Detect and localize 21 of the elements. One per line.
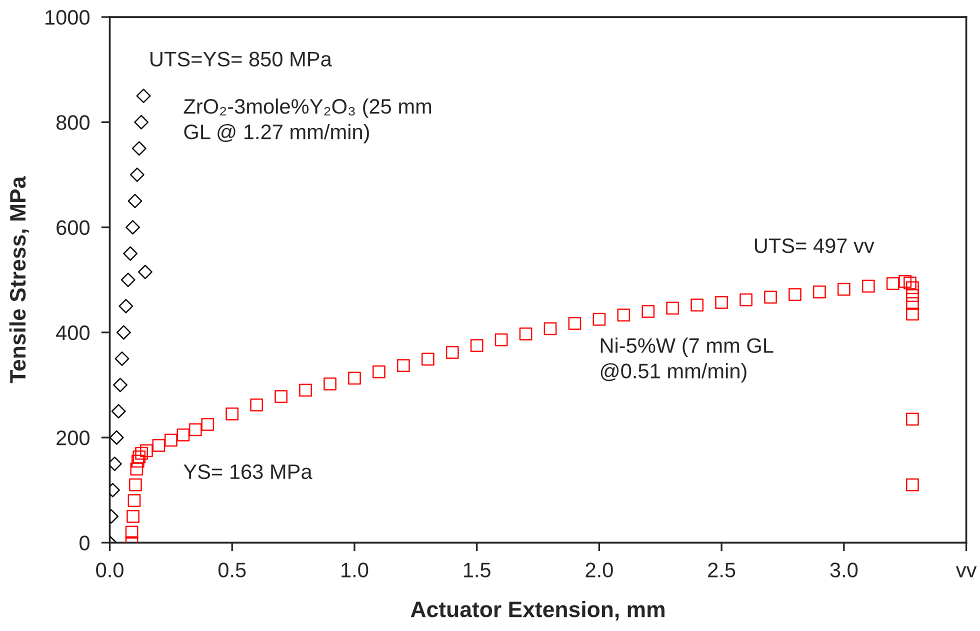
annotation: YS= 163 MPa <box>184 464 312 480</box>
y-tick-label: 800 <box>56 115 90 130</box>
x-tick-label: 0.0 <box>96 562 124 578</box>
x-tick-label: 2.5 <box>708 562 736 578</box>
annotation: UTS=YS= 850 MPa <box>150 52 332 67</box>
annotation: UTS= 497 vv <box>754 238 874 254</box>
annotation: ZrO₂-3mole%Y₂O₃ (25 mm GL @ 1.27 mm/min) <box>184 98 432 144</box>
y-tick-label: 600 <box>56 220 90 236</box>
x-tick-label: 3.0 <box>830 562 858 578</box>
x-tick-label: 1.5 <box>464 562 490 578</box>
x-tick-label: 0.5 <box>218 562 246 578</box>
annotation: Ni-5%W (7 mm GL @0.51 mm/min) <box>600 338 774 383</box>
x-tick-label: vv <box>956 566 977 578</box>
y-tick-label: 0 <box>80 536 90 550</box>
y-tick-label: 200 <box>56 430 90 446</box>
y-axis-title: Tensile Stress, MPa <box>9 176 29 384</box>
x-tick-label: 2.0 <box>586 562 613 578</box>
x-tick-label: 1.0 <box>342 562 368 578</box>
x-axis-title: Actuator Extension, mm <box>410 600 664 621</box>
y-tick-label: 400 <box>56 325 90 340</box>
y-tick-label: 1000 <box>46 10 90 25</box>
